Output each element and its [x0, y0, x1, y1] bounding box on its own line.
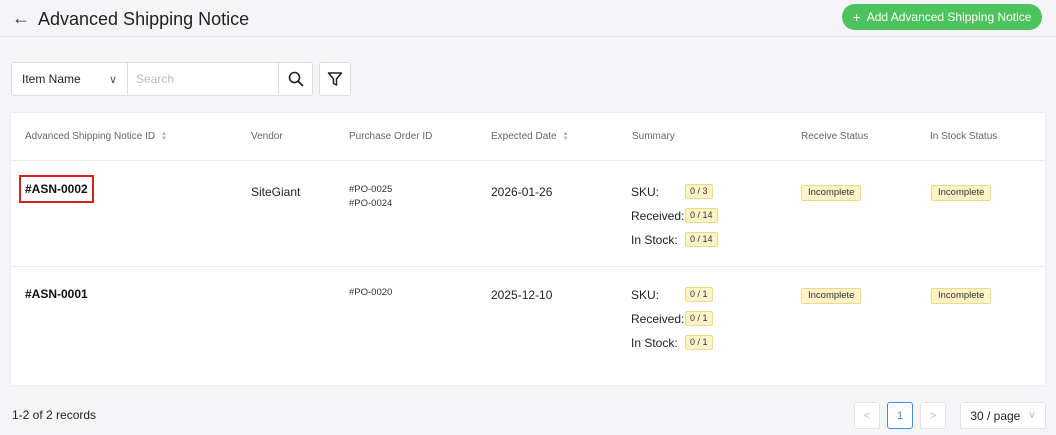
search-icon — [288, 71, 303, 87]
table-row[interactable]: #ASN-0001 #PO-0020 2025-12-10 SKU: 0 / 1… — [11, 267, 1045, 385]
next-page-button[interactable]: > — [920, 402, 946, 429]
received-count-badge: 0 / 1 — [685, 311, 713, 326]
column-header-asn-id[interactable]: Advanced Shipping Notice ID ▲ ▼ — [25, 130, 168, 143]
sort-icon[interactable]: ▲ ▼ — [562, 130, 569, 142]
in-stock-count-badge: 0 / 14 — [685, 232, 718, 247]
asn-id-link[interactable]: #ASN-0001 — [25, 287, 88, 301]
summary-received: Received: 0 / 14 — [631, 208, 718, 223]
column-header-expected-date[interactable]: Expected Date ▲ ▼ — [491, 130, 569, 143]
search-button[interactable] — [278, 63, 312, 95]
column-header-po-id: Purchase Order ID — [349, 131, 433, 142]
summary-sku: SKU: 0 / 1 — [631, 287, 713, 302]
summary-received: Received: 0 / 1 — [631, 311, 713, 326]
column-header-vendor: Vendor — [251, 131, 283, 142]
prev-page-button[interactable]: < — [854, 402, 880, 429]
page-header: ← Advanced Shipping Notice + Add Advance… — [0, 0, 1056, 36]
add-asn-button[interactable]: + Add Advanced Shipping Notice — [842, 4, 1042, 30]
summary-in-stock: In Stock: 0 / 14 — [631, 232, 718, 247]
page-title: Advanced Shipping Notice — [38, 9, 250, 29]
table-row[interactable]: #ASN-0002 SiteGiant #PO-0025 #PO-0024 20… — [11, 161, 1045, 267]
po-id-cell: #PO-0025 — [349, 184, 393, 195]
receive-status-badge: Incomplete — [801, 288, 862, 304]
chevron-down-icon: ∨ — [108, 73, 117, 86]
vendor-cell: SiteGiant — [251, 185, 301, 199]
search-field-select[interactable]: Item Name ∨ — [12, 63, 128, 95]
back-arrow-icon[interactable]: ← — [12, 8, 30, 28]
column-header-in-stock-status: In Stock Status — [930, 131, 998, 142]
search-input[interactable] — [128, 63, 278, 95]
header-divider — [0, 36, 1056, 37]
chevron-down-icon: ∨ — [1028, 410, 1036, 421]
sku-count-badge: 0 / 3 — [685, 184, 713, 199]
in-stock-count-badge: 0 / 1 — [685, 335, 713, 350]
sort-icon[interactable]: ▲ ▼ — [161, 130, 168, 142]
add-asn-button-label: Add Advanced Shipping Notice — [866, 10, 1032, 24]
plus-icon: + — [852, 9, 861, 25]
expected-date-cell: 2025-12-10 — [491, 288, 553, 302]
sku-count-badge: 0 / 1 — [685, 287, 713, 302]
summary-sku: SKU: 0 / 3 — [631, 184, 713, 199]
search-field-select-value: Item Name — [22, 72, 81, 86]
page-size-select[interactable]: 30 / page ∨ — [960, 402, 1046, 429]
received-count-badge: 0 / 14 — [685, 208, 718, 223]
po-id-cell: #PO-0020 — [349, 287, 393, 298]
in-stock-status-badge: Incomplete — [931, 185, 992, 201]
page-size-value: 30 / page — [970, 408, 1021, 423]
summary-in-stock: In Stock: 0 / 1 — [631, 335, 713, 350]
page-1-button[interactable]: 1 — [887, 402, 913, 429]
po-id-cell: #PO-0024 — [349, 198, 393, 209]
asn-table: Advanced Shipping Notice ID ▲ ▼ Vendor Pu… — [10, 112, 1046, 386]
asn-id-link[interactable]: #ASN-0002 — [19, 175, 94, 203]
in-stock-status-badge: Incomplete — [931, 288, 992, 304]
column-header-receive-status: Receive Status — [801, 131, 869, 142]
filter-button[interactable] — [319, 62, 351, 96]
table-header: Advanced Shipping Notice ID ▲ ▼ Vendor Pu… — [11, 113, 1045, 161]
column-header-summary: Summary — [632, 131, 675, 142]
filter-icon — [327, 72, 343, 86]
records-count: 1-2 of 2 records — [12, 408, 97, 422]
receive-status-badge: Incomplete — [801, 185, 862, 201]
expected-date-cell: 2026-01-26 — [491, 185, 553, 199]
search-bar: Item Name ∨ — [11, 62, 313, 96]
